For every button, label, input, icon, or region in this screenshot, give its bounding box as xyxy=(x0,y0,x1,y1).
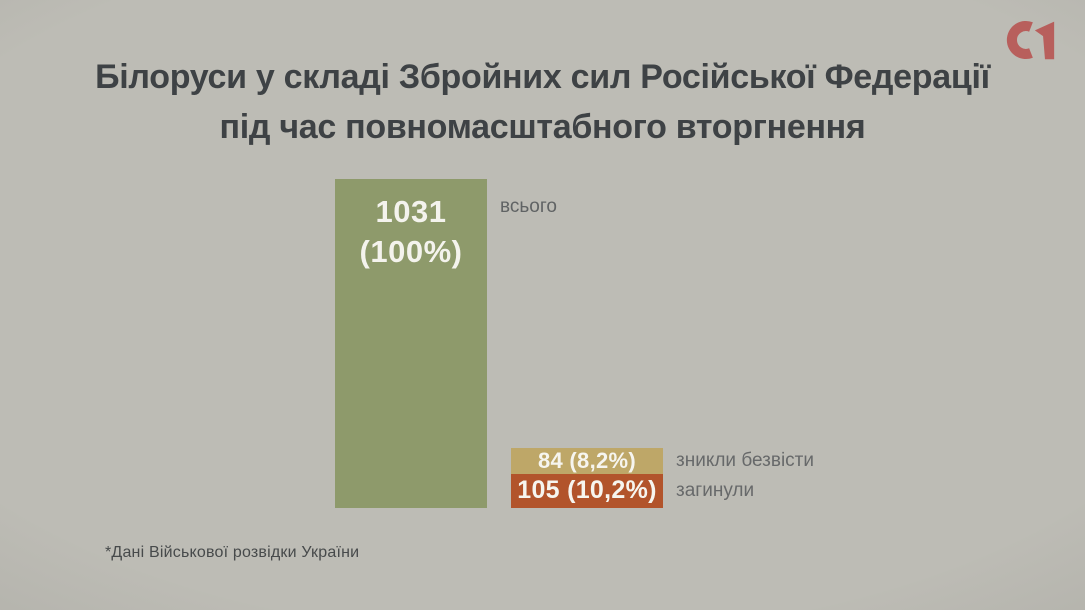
page-title: Білоруси у складі Збройних сил Російсько… xyxy=(0,52,1085,152)
bar-killed-value: 105 (10,2%) xyxy=(517,476,657,505)
bar-missing: 84 (8,2%) xyxy=(511,447,663,475)
bar-missing-category-label: зникли безвісти xyxy=(676,449,814,471)
logo-numeral-1 xyxy=(1034,21,1055,60)
bar-total-value-percent: (100%) xyxy=(359,234,463,269)
page-title-line-2: під час повномасштабного вторгнення xyxy=(219,108,866,146)
source-footnote: *Дані Військової розвідки України xyxy=(105,544,360,561)
bar-total-value: 1031 (100%) xyxy=(335,179,487,272)
bar-total-category-label: всього xyxy=(500,196,557,217)
page-title-line-1: Білоруси у складі Збройних сил Російсько… xyxy=(95,58,990,96)
logo-letter-c xyxy=(1006,20,1033,60)
bar-total: 1031 (100%) xyxy=(335,179,487,508)
channel-logo-c1-icon xyxy=(1006,20,1055,60)
bar-killed: 105 (10,2%) xyxy=(511,474,663,508)
bar-total-value-number: 1031 xyxy=(375,194,447,229)
bar-killed-category-label: загинули xyxy=(676,480,755,502)
bar-missing-value: 84 (8,2%) xyxy=(537,447,637,473)
